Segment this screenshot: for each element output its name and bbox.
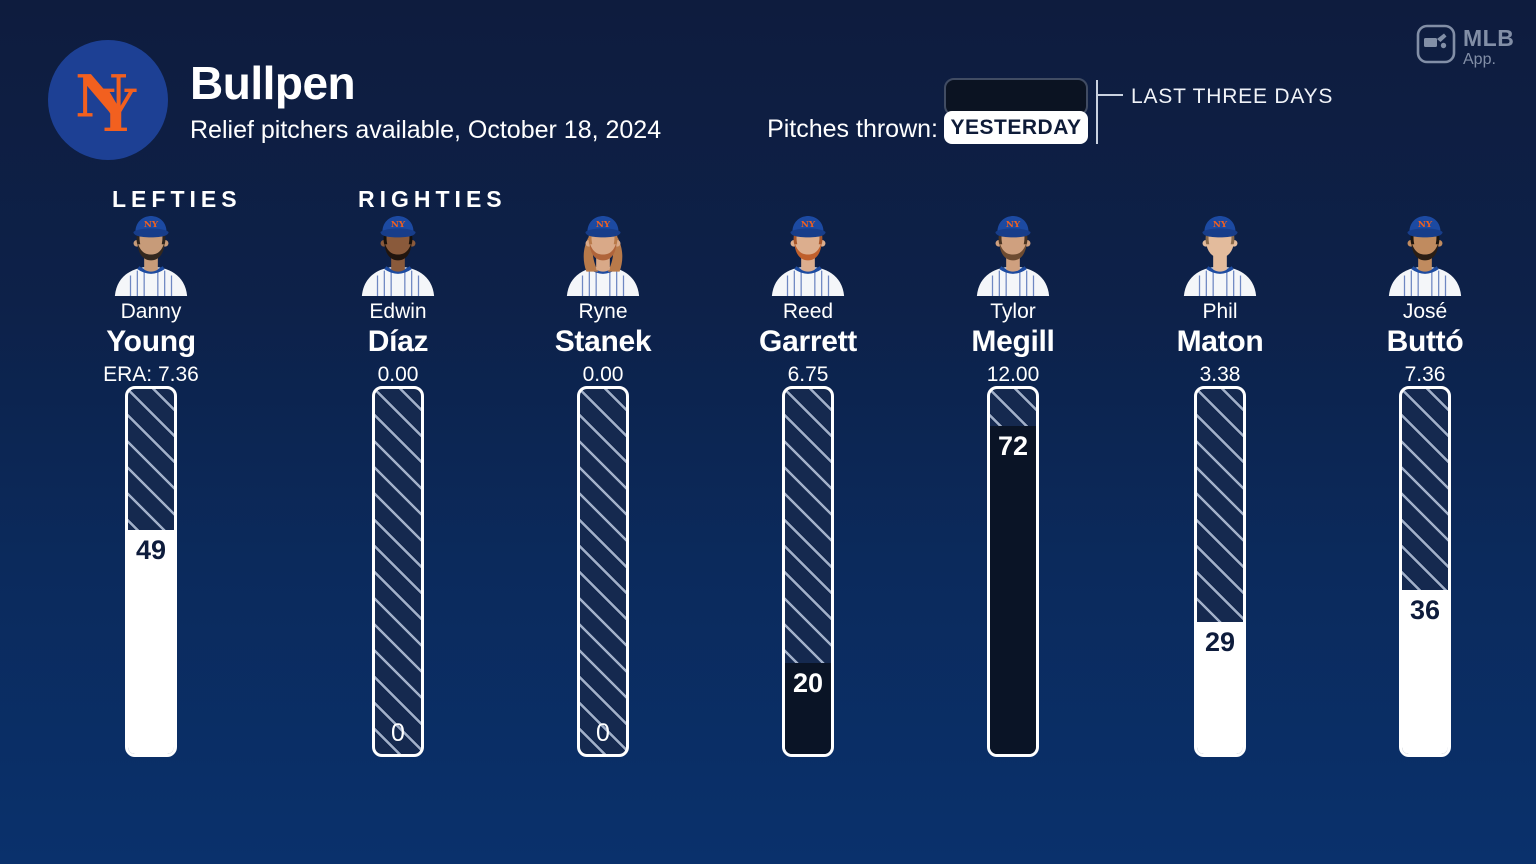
mlb-app-line1: MLB [1463, 25, 1515, 51]
section-label-lefties: LEFTIES [112, 186, 242, 212]
monogram-n: N [75, 62, 128, 131]
mlb-app-line2: App. [1463, 51, 1496, 68]
player-headshot: NY [1132, 214, 1308, 296]
pitch-bar-fill: 49 [128, 530, 174, 754]
legend-selected-label: YESTERDAY [950, 115, 1082, 139]
player-last-name: Garrett [759, 325, 857, 358]
player-first-name: José [1402, 300, 1448, 323]
player-headshot: NY [925, 214, 1101, 296]
pitch-count-value: 49 [135, 535, 167, 566]
svg-text:NY: NY [391, 220, 406, 230]
player-column-tylor-megill: NY Tylor Megill 12.00 72 [925, 214, 1101, 757]
player-last-name: Stanek [554, 325, 652, 358]
pitch-count-zero: 0 [391, 719, 405, 747]
monogram-y: Y [93, 76, 137, 145]
player-first-name: Tylor [990, 300, 1036, 323]
player-avatar-icon: NY [771, 215, 845, 296]
pitch-count-value: 20 [792, 667, 824, 698]
player-avatar-icon: NY [976, 215, 1050, 296]
player-headshot: NY [310, 214, 486, 296]
player-first-name: Reed [782, 300, 834, 323]
pitch-count-zero: 0 [596, 719, 610, 747]
legend-swatch-last-three-days[interactable] [944, 78, 1088, 116]
section-label-righties: RIGHTIES [358, 186, 507, 212]
page-title: Bullpen [190, 57, 356, 109]
player-era: 3.38 [1199, 363, 1241, 386]
player-last-name: Buttó [1386, 325, 1464, 358]
pitch-bar: 36 [1399, 386, 1451, 757]
player-first-name: Phil [1202, 300, 1238, 323]
svg-text:NY: NY [1213, 220, 1228, 230]
player-headshot: NY [720, 214, 896, 296]
legend-swatch-yesterday[interactable]: YESTERDAY [944, 111, 1088, 144]
pitch-count-value: 72 [997, 430, 1029, 461]
player-column-reed-garrett: NY Reed Garrett 6.75 20 [720, 214, 896, 757]
player-first-name: Danny [120, 300, 182, 323]
player-last-name: Young [106, 325, 196, 358]
player-avatar-icon: NY [566, 215, 640, 296]
player-era: 0.00 [582, 363, 624, 386]
player-first-name: Edwin [369, 300, 427, 323]
legend-bracket-tick [1098, 94, 1123, 96]
pitch-bar-fill: 72 [990, 425, 1036, 754]
pitch-bar: 29 [1194, 386, 1246, 757]
player-column-jose-butto: NY José Buttó 7.36 36 [1337, 214, 1513, 757]
player-headshot: NY [63, 214, 239, 296]
mets-logo: N Y [48, 40, 168, 160]
svg-text:NY: NY [1006, 220, 1021, 230]
pitch-bar: 20 [782, 386, 834, 757]
player-last-name: Megill [971, 325, 1055, 358]
player-column-ryne-stanek: NY Ryne Stanek 0.00 0 [515, 214, 691, 757]
pitch-bar: 0 [577, 386, 629, 757]
player-last-name: Maton [1176, 325, 1264, 358]
svg-text:NY: NY [596, 220, 611, 230]
svg-text:NY: NY [801, 220, 816, 230]
player-last-name: Díaz [367, 325, 429, 358]
player-avatar-icon: NY [1183, 215, 1257, 296]
player-era: 0.00 [377, 363, 419, 386]
player-avatar-icon: NY [114, 215, 188, 296]
player-avatar-icon: NY [361, 215, 435, 296]
player-column-edwin-diaz: NY Edwin Díaz 0.00 0 [310, 214, 486, 757]
player-era: 7.36 [1404, 363, 1446, 386]
player-avatar-icon: NY [1388, 215, 1462, 296]
player-era: 12.00 [986, 363, 1040, 386]
pitch-bar-fill: 29 [1197, 621, 1243, 754]
pitch-bar-fill: 36 [1402, 589, 1448, 754]
pitch-count-value: 29 [1204, 626, 1236, 657]
player-first-name: Ryne [578, 300, 628, 323]
player-column-phil-maton: NY Phil Maton 3.38 29 [1132, 214, 1308, 757]
mlb-logo-icon [1416, 24, 1456, 64]
svg-text:NY: NY [144, 220, 159, 230]
mets-ny-monogram-icon: N Y [75, 62, 137, 146]
pitch-bar: 0 [372, 386, 424, 757]
pitch-bar-fill: 20 [785, 662, 831, 754]
page-subtitle: Relief pitchers available, October 18, 2… [190, 116, 662, 144]
player-era: 6.75 [787, 363, 829, 386]
legend-alternate-label: LAST THREE DAYS [1131, 85, 1334, 108]
pitch-bar: 72 [987, 386, 1039, 757]
mlb-app-badge: MLB App. [1416, 24, 1514, 68]
svg-text:NY: NY [1418, 220, 1433, 230]
player-headshot: NY [515, 214, 691, 296]
pitch-bar: 49 [125, 386, 177, 757]
legend-bracket-line [1096, 80, 1098, 144]
player-headshot: NY [1337, 214, 1513, 296]
pitch-count-value: 36 [1409, 594, 1441, 625]
player-column-danny-young: NY Danny Young ERA: 7.36 49 [63, 214, 239, 757]
player-era: ERA: 7.36 [103, 363, 199, 386]
legend-label: Pitches thrown: [767, 115, 938, 143]
